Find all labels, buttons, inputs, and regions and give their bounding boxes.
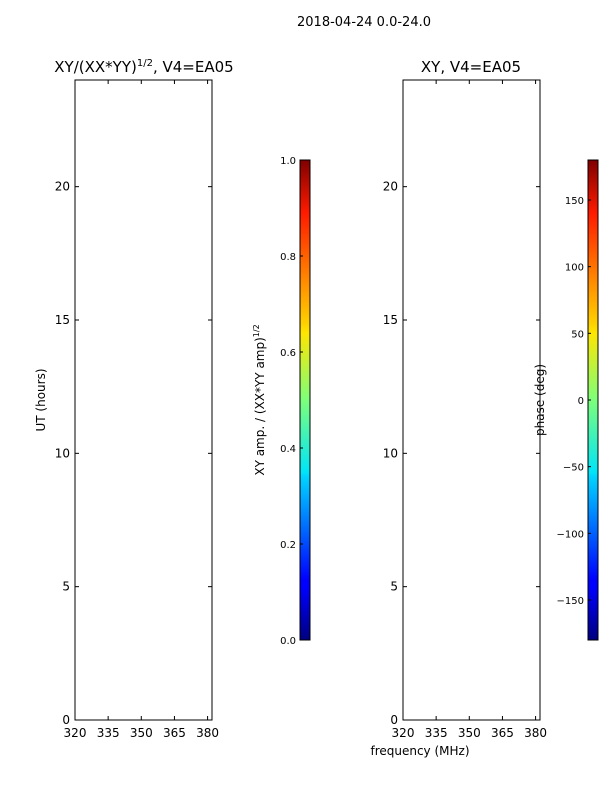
left-cbar-label-main: XY amp. / (XX*YY amp) (253, 337, 267, 475)
left-title-main: XY/(XX*YY) (54, 58, 137, 76)
left-y-axis-label: UT (hours) (34, 368, 48, 431)
colorbar-tick-label: 0.0 (280, 636, 296, 647)
left-colorbar-ticks: 0.0 0.2 0.4 0.6 0.8 1.0 (280, 156, 303, 647)
colorbar-tick-label: 1.0 (280, 156, 296, 167)
y-tick-label: 15 (55, 313, 70, 327)
x-tick-label: 335 (97, 726, 120, 740)
left-panel-title: XY/(XX*YY)1/2, V4=EA05 (54, 58, 233, 76)
suptitle: 2018-04-24 0.0-24.0 (297, 15, 431, 30)
left-title-suffix: , V4=EA05 (153, 58, 234, 76)
right-plot-background (403, 80, 540, 720)
right-heatmap (403, 80, 540, 720)
left-title-sup: 1/2 (137, 58, 153, 69)
y-tick-label: 20 (55, 180, 70, 194)
left-plot-frame (74, 79, 213, 721)
left-y-ticks: 0 5 10 15 20 (55, 180, 212, 727)
left-heatmap (75, 80, 212, 720)
y-tick-label: 10 (55, 446, 70, 460)
x-tick-label: 350 (130, 726, 153, 740)
y-tick-label: 0 (62, 713, 70, 727)
x-tick-label: 380 (196, 726, 219, 740)
right-title-main: XY (421, 58, 441, 76)
left-x-ticks: 320 335 350 365 380 (64, 80, 219, 740)
y-tick-label: 5 (62, 580, 70, 594)
colorbar-tick-label: 0.2 (280, 540, 296, 551)
left-cbar-label-sup: 1/2 (252, 324, 261, 337)
colorbar-tick-label: 0.8 (280, 252, 296, 263)
right-title-suffix: , V4=EA05 (440, 58, 521, 76)
colorbar-tick-label: 0.4 (280, 444, 296, 455)
left-plot-background (75, 80, 212, 720)
left-colorbar-label: XY amp. / (XX*YY amp)1/2 (252, 324, 267, 475)
x-tick-label: 365 (163, 726, 186, 740)
right-panel-title: XY, V4=EA05 (421, 58, 521, 76)
left-colorbar (299, 159, 311, 641)
x-tick-label: 320 (64, 726, 87, 740)
colorbar-tick-label: 0.6 (280, 348, 296, 359)
